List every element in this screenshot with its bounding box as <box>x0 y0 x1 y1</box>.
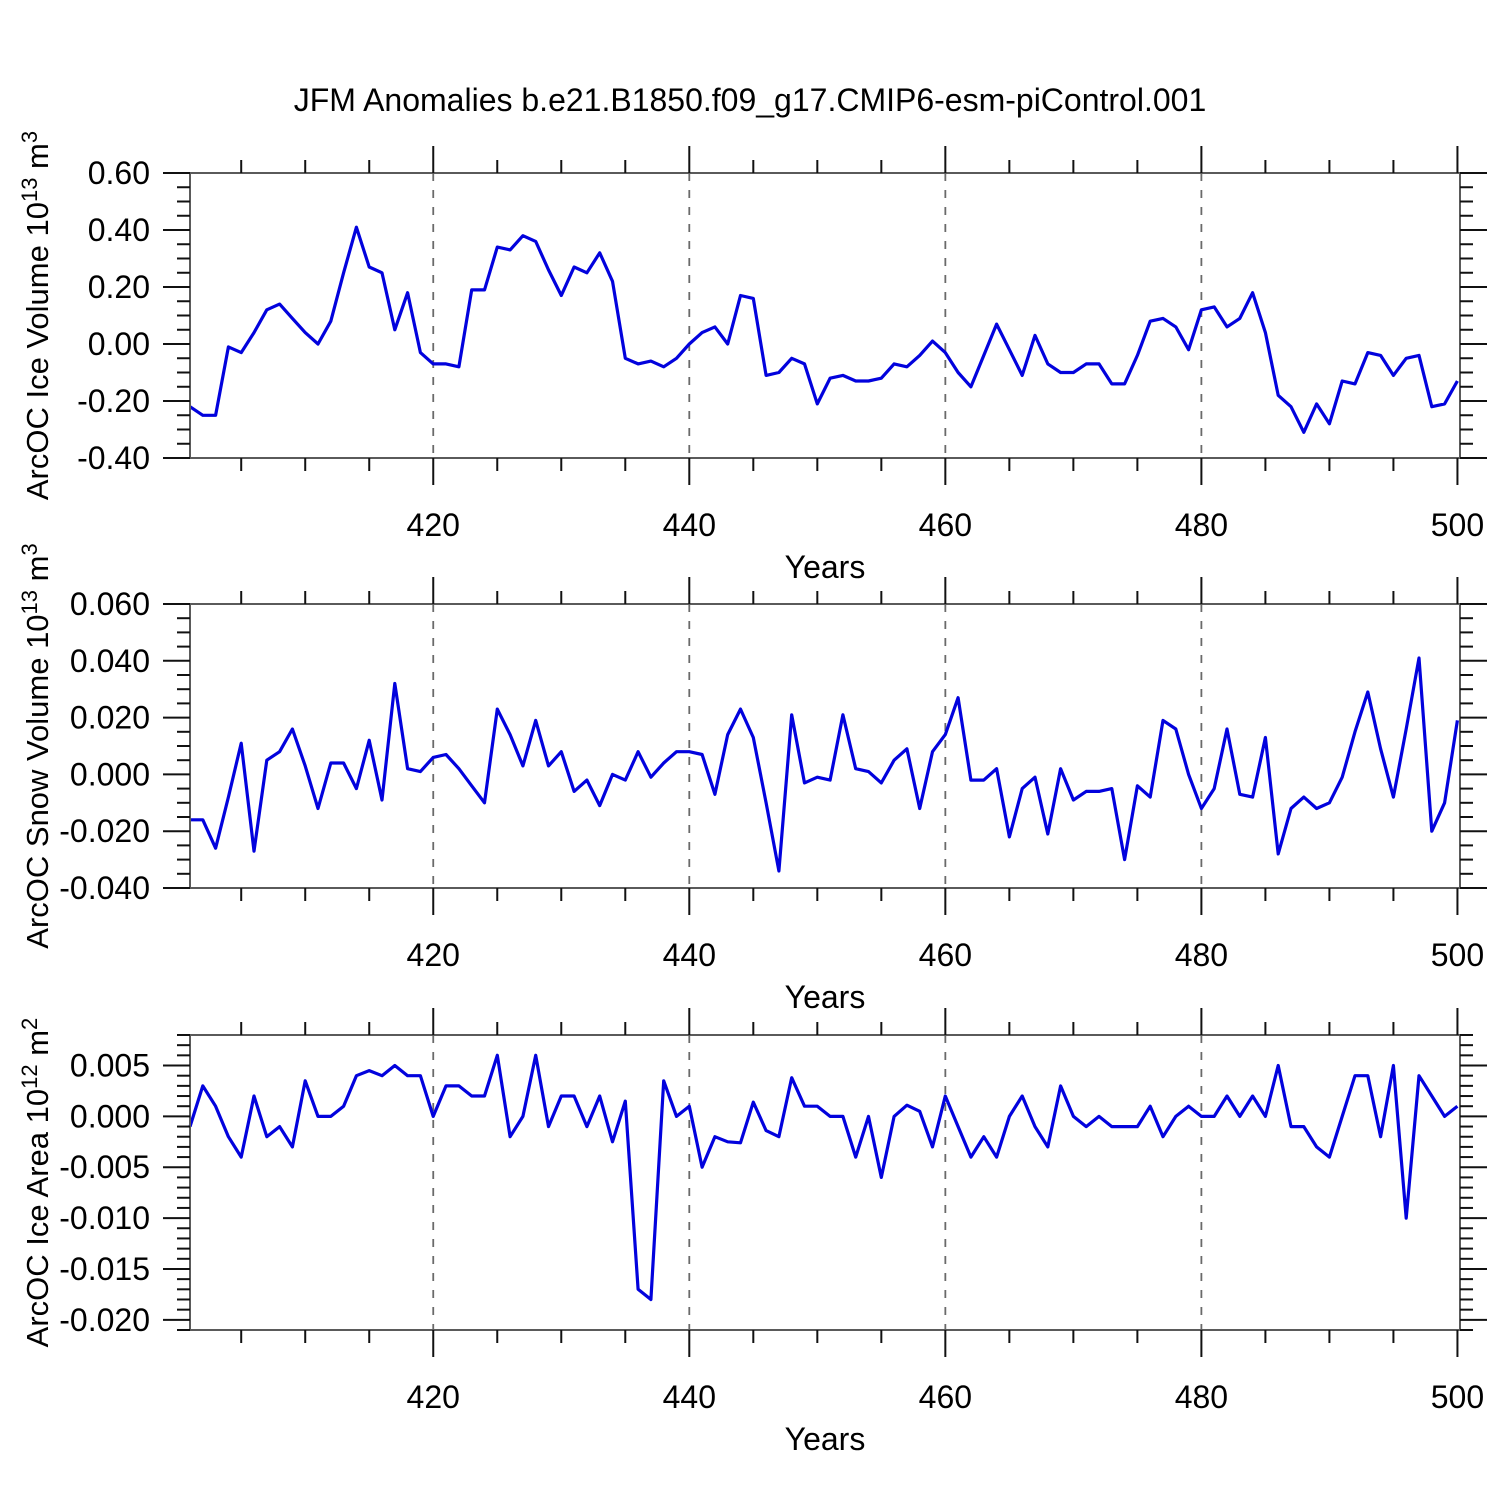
x-tick-label: 480 <box>1175 1379 1228 1415</box>
x-tick-label: 420 <box>407 507 460 543</box>
y-tick-label: -0.015 <box>59 1251 150 1287</box>
y-tick-label: 0.005 <box>70 1048 150 1084</box>
plot-frame <box>189 603 1461 889</box>
y-tick-label: 0.060 <box>70 586 150 622</box>
y-tick-label: 0.000 <box>70 756 150 792</box>
y-tick-label: -0.40 <box>77 440 150 476</box>
x-tick-label: 420 <box>407 1379 460 1415</box>
y-tick-label: -0.040 <box>59 870 150 906</box>
data-line-ice-volume <box>189 225 1459 434</box>
data-line-ice-area <box>188 1053 1459 1302</box>
x-tick-label: 460 <box>919 937 972 973</box>
y-tick-label: 0.60 <box>88 155 150 191</box>
data-line-snow-volume <box>190 656 1459 873</box>
y-tick-label: 0.040 <box>70 643 150 679</box>
y-tick-label: 0.20 <box>88 269 150 305</box>
x-tick-label: 440 <box>663 937 716 973</box>
chart-title: JFM Anomalies b.e21.B1850.f09_g17.CMIP6-… <box>293 82 1207 118</box>
y-tick-label: -0.010 <box>59 1200 150 1236</box>
x-tick-label: 440 <box>663 1379 716 1415</box>
y-axis-title: ArcOC Ice Volume 1013 m3 <box>17 131 55 500</box>
x-axis-title: Years <box>785 1421 866 1457</box>
x-tick-label: 460 <box>919 507 972 543</box>
y-axis-title: ArcOC Snow Volume 1013 m3 <box>17 543 55 948</box>
x-tick-label: 460 <box>919 1379 972 1415</box>
x-tick-label: 440 <box>663 507 716 543</box>
panel-ice-volume: 420 440 460 480 500 0.60 0.40 0.20 0.00 -0.20 -0.4… <box>17 131 1487 585</box>
y-tick-label: -0.020 <box>59 813 150 849</box>
x-tick-label: 500 <box>1431 507 1484 543</box>
x-tick-label: 500 <box>1431 937 1484 973</box>
y-axis-title: ArcOC Ice Area 1012 m2 <box>17 1018 55 1348</box>
x-tick-label: 480 <box>1175 937 1228 973</box>
y-tick-label: 0.020 <box>70 700 150 736</box>
x-tick-label: 500 <box>1431 1379 1484 1415</box>
panel-ice-area: 420 440 460 480 500 0.005 0.000 -0.005 -0.010 -0.… <box>17 1008 1487 1457</box>
y-tick-label: -0.20 <box>77 383 150 419</box>
x-tick-label: 480 <box>1175 507 1228 543</box>
x-axis-title: Years <box>785 979 866 1015</box>
y-tick-label: 0.000 <box>70 1098 150 1134</box>
y-tick-label: 0.40 <box>88 212 150 248</box>
y-tick-label: -0.005 <box>59 1149 150 1185</box>
y-tick-label: -0.020 <box>59 1302 150 1338</box>
x-axis-title: Years <box>785 549 866 585</box>
plot-frame <box>189 1034 1461 1331</box>
x-tick-label: 420 <box>407 937 460 973</box>
plot-frame <box>189 172 1461 459</box>
y-tick-label: 0.00 <box>88 326 150 362</box>
panel-snow-volume: 420 440 460 480 500 0.060 0.040 0.020 0.000 -0.02… <box>17 543 1487 1015</box>
